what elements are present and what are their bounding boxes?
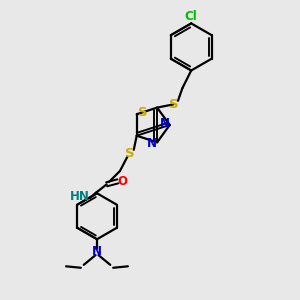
Text: HN: HN [70,190,90,203]
Text: S: S [138,106,148,119]
Text: N: N [92,245,102,258]
Text: O: O [118,175,128,188]
Text: Cl: Cl [185,11,198,23]
Text: S: S [169,98,178,111]
Text: N: N [147,137,157,150]
Text: N: N [159,117,170,130]
Text: S: S [125,147,135,160]
